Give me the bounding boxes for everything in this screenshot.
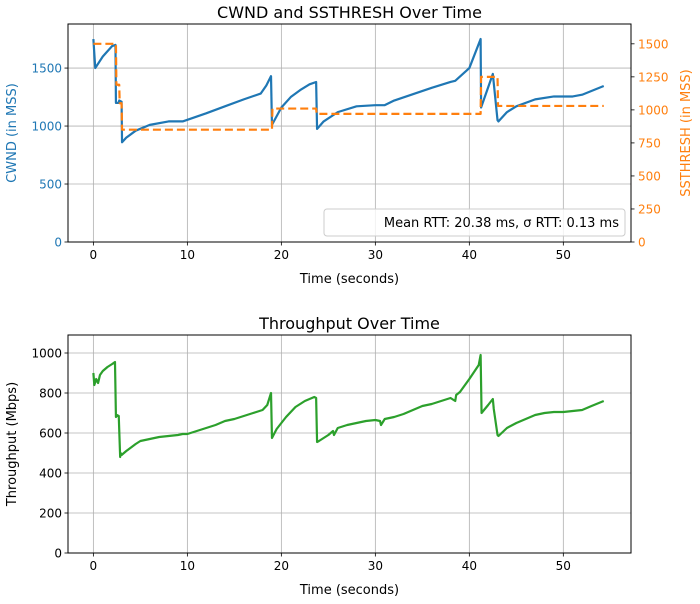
cwnd-y-tick-label: 1500: [31, 62, 62, 76]
throughput-x-tick-label: 30: [368, 559, 383, 573]
throughput-x-tick-label: 10: [180, 559, 195, 573]
throughput-x-axis-label: Time (seconds): [299, 583, 399, 598]
cwnd-y-tick-label: 0: [54, 236, 62, 250]
cwnd-x-axis-label: Time (seconds): [299, 272, 399, 287]
cwnd-legend: Mean RTT: 20.38 ms, σ RTT: 0.13 ms: [323, 208, 626, 237]
ssthresh-y-ticks: 0 250 500 750 1000 1250 1500: [631, 37, 669, 250]
throughput-x-tick-label: 40: [462, 559, 477, 573]
throughput-chart: 0 10 20 30 40 50 0 200 400 600 800 1000 Throughput…: [5, 314, 632, 598]
cwnd-y-tick-label: 500: [39, 178, 62, 192]
cwnd-line: [92, 37, 605, 144]
cwnd-ssthresh-chart: 0 10 20 30 40 50 0 500 1000 1500 0 250 500 750 1000 1…: [5, 3, 694, 287]
ssthresh-y-tick-label: 250: [638, 202, 661, 216]
throughput-x-tick-label: 50: [556, 559, 571, 573]
throughput-y-tick-label: 800: [39, 387, 62, 401]
throughput-x-tick-label: 20: [274, 559, 289, 573]
cwnd-y-axis-label: CWND (in MSS): [5, 83, 20, 183]
throughput-y-tick-label: 0: [54, 547, 62, 561]
throughput-x-ticks: 0 10 20 30 40 50: [90, 553, 571, 573]
ssthresh-line: [93, 42, 604, 131]
ssthresh-y-tick-label: 750: [638, 136, 661, 150]
throughput-x-tick-label: 0: [90, 559, 98, 573]
cwnd-x-tick-label: 40: [462, 248, 477, 262]
throughput-grid: [68, 335, 631, 554]
cwnd-x-ticks: 0 10 20 30 40 50: [90, 242, 571, 262]
ssthresh-y-tick-label: 1250: [638, 70, 669, 84]
throughput-plot-frame: [67, 334, 632, 554]
cwnd-series-group: [92, 37, 605, 144]
throughput-series-group: [92, 353, 605, 459]
throughput-y-tick-label: 400: [39, 467, 62, 481]
cwnd-x-tick-label: 0: [90, 248, 98, 262]
cwnd-chart-title: CWND and SSTHRESH Over Time: [217, 3, 482, 22]
cwnd-y-ticks: 0 500 1000 1500: [31, 62, 68, 250]
throughput-chart-title: Throughput Over Time: [258, 314, 440, 333]
throughput-y-tick-label: 200: [39, 507, 62, 521]
throughput-y-ticks: 0 200 400 600 800 1000: [31, 347, 68, 561]
cwnd-legend-box: [323, 208, 626, 237]
cwnd-x-tick-label: 30: [368, 248, 383, 262]
ssthresh-y-tick-label: 500: [638, 169, 661, 183]
cwnd-legend-text: Mean RTT: 20.38 ms, σ RTT: 0.13 ms: [384, 216, 619, 231]
ssthresh-y-tick-label: 1000: [638, 103, 669, 117]
cwnd-x-tick-label: 10: [180, 248, 195, 262]
throughput-y-tick-label: 600: [39, 427, 62, 441]
ssthresh-y-tick-label: 1500: [638, 37, 669, 51]
cwnd-plot-frame: [67, 23, 632, 243]
throughput-y-axis-label: Throughput (Mbps): [5, 382, 20, 507]
cwnd-y-tick-label: 1000: [31, 120, 62, 134]
ssthresh-y-axis-label: SSTHRESH (in MSS): [679, 69, 694, 196]
throughput-y-tick-label: 1000: [31, 347, 62, 361]
cwnd-plot-area: [68, 24, 631, 242]
cwnd-x-tick-label: 50: [556, 248, 571, 262]
throughput-line: [92, 353, 605, 459]
cwnd-x-tick-label: 20: [274, 248, 289, 262]
throughput-plot-area: [68, 335, 631, 553]
ssthresh-y-tick-label: 0: [638, 236, 646, 250]
